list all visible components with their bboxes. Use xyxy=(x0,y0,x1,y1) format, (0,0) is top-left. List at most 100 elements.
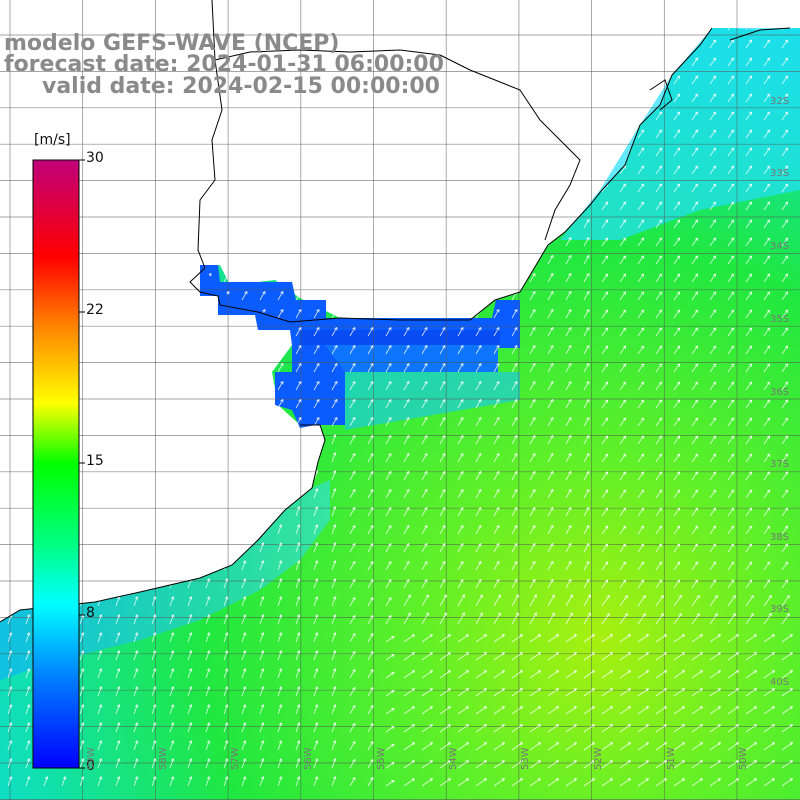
wind-arrow xyxy=(187,308,194,319)
wind-arrow xyxy=(709,255,717,265)
wind-arrow xyxy=(313,110,320,121)
wind-arrow xyxy=(583,742,596,751)
wind-arrow xyxy=(295,110,302,121)
wind-arrow xyxy=(7,686,13,697)
wind-arrow xyxy=(115,28,122,31)
wind-arrow xyxy=(187,560,193,571)
wind-arrow xyxy=(205,326,212,337)
wind-arrow xyxy=(115,416,122,427)
wind-arrow xyxy=(493,742,506,751)
wind-arrow xyxy=(349,488,356,499)
wind-arrow xyxy=(421,612,429,625)
wind-arrow xyxy=(205,776,211,787)
wind-arrow xyxy=(745,201,753,211)
wind-arrow xyxy=(349,380,356,391)
wind-arrow xyxy=(727,381,735,391)
wind-arrow xyxy=(709,579,717,589)
wind-arrow xyxy=(133,668,139,679)
wind-arrow xyxy=(601,634,614,643)
wind-arrow xyxy=(223,452,229,463)
wind-arrow xyxy=(259,218,266,229)
wind-arrow xyxy=(781,147,789,157)
wind-arrow xyxy=(331,146,338,157)
wind-arrow xyxy=(403,164,410,175)
wind-arrow xyxy=(151,704,157,715)
wind-arrow xyxy=(763,507,771,517)
wind-arrow xyxy=(385,218,392,229)
wind-arrow xyxy=(691,28,699,31)
wind-arrow xyxy=(763,594,772,607)
wind-arrow xyxy=(493,452,500,463)
wind-arrow xyxy=(493,164,500,175)
wind-arrow xyxy=(241,272,248,283)
wind-arrow xyxy=(583,56,590,67)
wind-arrow xyxy=(781,57,789,67)
wind-arrow xyxy=(421,652,434,661)
lat-label: 37S xyxy=(770,459,790,470)
lat-label: 33S xyxy=(770,168,790,179)
wind-arrow xyxy=(691,594,700,607)
wind-arrow xyxy=(367,668,374,679)
wind-arrow xyxy=(367,218,374,229)
wind-arrow xyxy=(475,38,482,49)
wind-arrow xyxy=(115,668,121,679)
wind-arrow xyxy=(79,758,85,769)
wind-arrow xyxy=(727,435,735,445)
wind-arrow xyxy=(97,182,104,193)
wind-arrow xyxy=(115,578,121,589)
wind-arrow xyxy=(187,218,194,229)
wind-arrow xyxy=(655,111,663,121)
wind-arrow xyxy=(439,416,446,427)
wind-arrow xyxy=(637,165,645,175)
wind-arrow xyxy=(727,93,735,103)
wind-arrow xyxy=(601,543,609,553)
wind-arrow xyxy=(133,128,140,139)
wind-arrow xyxy=(691,273,699,283)
wind-arrow xyxy=(385,542,392,553)
wind-arrow xyxy=(439,200,446,211)
wind-arrow xyxy=(529,760,542,769)
wind-arrow xyxy=(7,236,14,247)
wind-arrow xyxy=(439,670,452,679)
wind-arrow xyxy=(349,200,356,211)
wind-arrow xyxy=(529,434,536,445)
wind-arrow xyxy=(385,236,392,247)
wind-arrow xyxy=(97,380,104,391)
wind-arrow xyxy=(565,164,572,175)
wind-arrow xyxy=(511,308,518,319)
wind-arrow xyxy=(655,634,668,643)
wind-arrow xyxy=(97,236,104,247)
wind-arrow xyxy=(79,668,85,679)
wind-arrow xyxy=(781,742,794,751)
wind-arrow xyxy=(223,776,229,787)
wind-arrow xyxy=(655,183,663,193)
wind-arrow xyxy=(727,543,735,553)
wind-arrow xyxy=(421,670,434,679)
wind-arrow xyxy=(421,760,434,769)
wind-arrow xyxy=(151,362,158,373)
wind-arrow xyxy=(529,110,536,121)
wind-arrow xyxy=(367,182,374,193)
wind-arrow xyxy=(745,381,753,391)
wind-arrow xyxy=(241,542,247,553)
wind-arrow xyxy=(403,542,410,553)
wind-arrow xyxy=(529,688,542,697)
wind-arrow xyxy=(673,57,681,67)
wind-arrow xyxy=(781,670,794,679)
wind-arrow xyxy=(349,398,356,409)
wind-arrow xyxy=(241,488,247,499)
wind-arrow xyxy=(331,740,337,751)
wind-arrow xyxy=(439,506,446,517)
wind-arrow xyxy=(97,254,104,265)
wind-arrow xyxy=(511,688,524,697)
wind-arrow xyxy=(439,488,446,499)
wind-arrow xyxy=(493,434,500,445)
wind-arrow xyxy=(637,417,645,427)
wind-arrow xyxy=(583,398,590,409)
wind-arrow xyxy=(601,435,609,445)
wind-arrow xyxy=(511,612,519,625)
wind-arrow xyxy=(25,614,31,625)
wind-arrow xyxy=(475,452,482,463)
wind-arrow xyxy=(313,722,319,733)
wind-arrow xyxy=(475,488,482,499)
